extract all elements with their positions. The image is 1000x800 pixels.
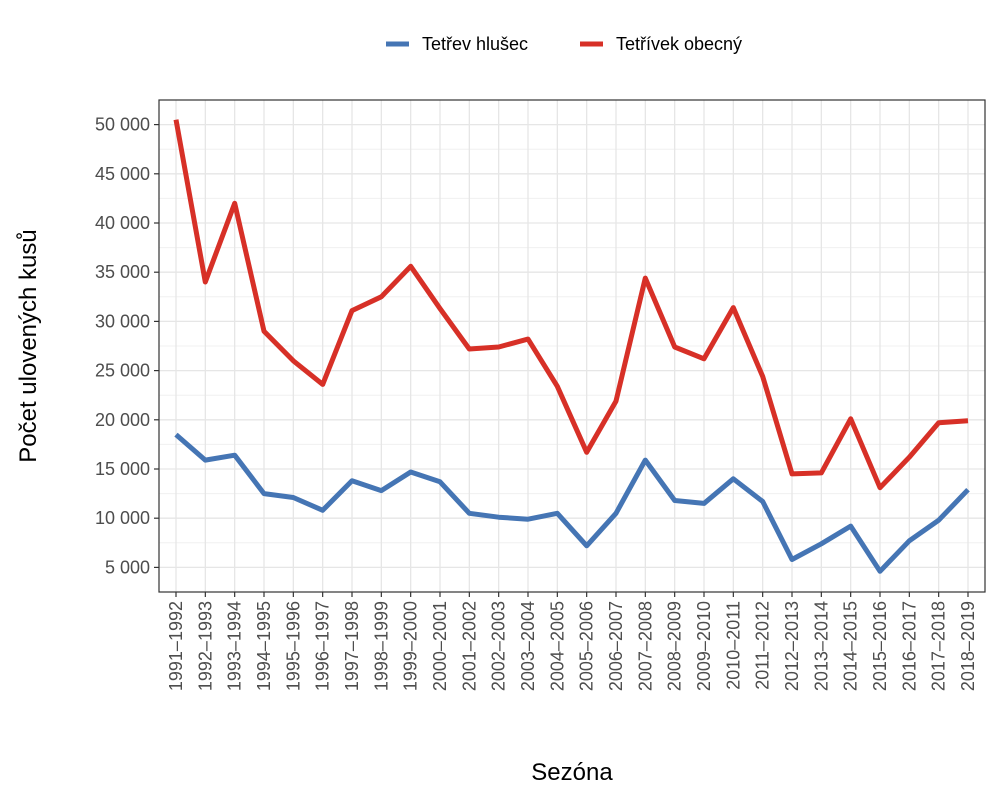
x-tick-label: 2006–2007 — [606, 601, 626, 691]
y-tick-label: 5 000 — [105, 557, 150, 577]
x-tick-label: 2018–2019 — [958, 601, 978, 691]
x-tick-label: 2001–2002 — [459, 601, 479, 691]
x-tick-label: 1999–2000 — [401, 601, 421, 691]
y-tick-label: 20 000 — [95, 410, 150, 430]
x-tick-label: 2015–2016 — [870, 601, 890, 691]
legend: Tetřev hlušec Tetřívek obecný — [386, 34, 742, 54]
y-tick-label: 10 000 — [95, 508, 150, 528]
x-tick-label: 1995–1996 — [283, 601, 303, 691]
x-tick-label: 2003–2004 — [518, 601, 538, 691]
x-tick-label: 1991–1992 — [166, 601, 186, 691]
x-tick-label: 2002–2003 — [489, 601, 509, 691]
x-tick-label: 1998–1999 — [371, 601, 391, 691]
x-tick-label: 1993–1994 — [225, 601, 245, 691]
series-line — [174, 432, 970, 574]
x-tick-label: 2007–2008 — [635, 601, 655, 691]
x-tick-label: 1997–1998 — [342, 601, 362, 691]
series-lines — [173, 119, 970, 574]
y-tick-label: 15 000 — [95, 459, 150, 479]
x-tick-label: 1994–1995 — [254, 601, 274, 691]
y-tick-label: 50 000 — [95, 115, 150, 135]
y-tick-label: 25 000 — [95, 361, 150, 381]
legend-label: Tetřívek obecný — [616, 34, 742, 54]
x-tick-label: 1992–1993 — [195, 601, 215, 691]
x-tick-label: 2004–2005 — [547, 601, 567, 691]
x-tick-label: 2009–2010 — [694, 601, 714, 691]
y-axis: 5 000 10 000 15 000 20 000 25 000 30 000 35 00… — [95, 115, 159, 577]
x-tick-label: 2000–2001 — [430, 601, 450, 691]
x-tick-label: 2014–2015 — [841, 601, 861, 691]
y-axis-title: Počet ulovených kusů — [15, 229, 42, 462]
panel-border — [158, 99, 986, 593]
minor-gridlines — [159, 148, 985, 544]
y-tick-label: 30 000 — [95, 311, 150, 331]
x-tick-label: 2017–2018 — [929, 601, 949, 691]
x-axis: 1991–1992 1992–1993 1993–1994 1994–1995 1995… — [166, 592, 978, 691]
x-tick-label: 2013–2014 — [811, 601, 831, 691]
x-tick-label: 2016–2017 — [899, 601, 919, 691]
x-tick-label: 2011–2012 — [753, 601, 773, 690]
y-tick-label: 45 000 — [95, 164, 150, 184]
y-tick-label: 35 000 — [95, 262, 150, 282]
x-tick-label: 2012–2013 — [782, 601, 802, 691]
x-axis-title: Sezóna — [531, 759, 613, 786]
x-tick-label: 2010–2011 — [723, 601, 743, 690]
legend-label: Tetřev hlušec — [422, 34, 528, 54]
y-tick-label: 40 000 — [95, 213, 150, 233]
x-tick-label: 2005–2006 — [577, 601, 597, 691]
x-tick-label: 2008–2009 — [665, 601, 685, 691]
x-tick-label: 1996–1997 — [313, 601, 333, 691]
series-line — [173, 119, 969, 491]
